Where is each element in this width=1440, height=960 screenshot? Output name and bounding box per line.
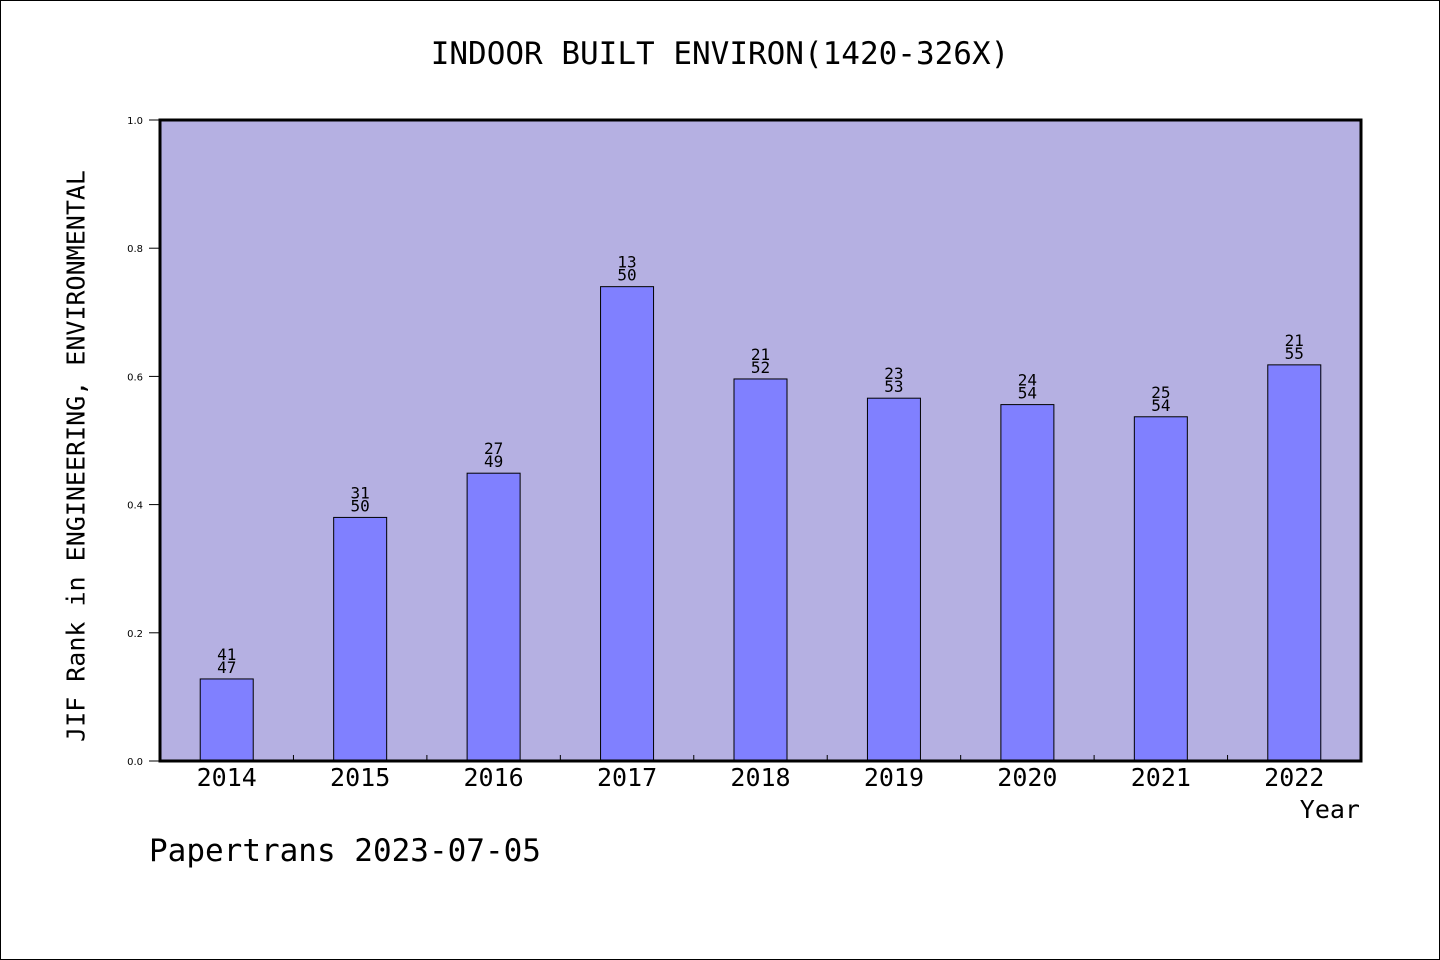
x-tick-label-2016: 2016 [464,763,524,792]
y-tick-label-0.6: 0.6 [127,372,143,383]
bar-2020 [1000,404,1055,762]
bar-2014 [199,678,254,762]
bar-2019 [866,397,921,762]
x-tick-label-2019: 2019 [864,763,924,792]
bar-label-2019-2: 53 [884,377,903,396]
x-axis-label: Year [1299,795,1360,824]
bar-2018 [733,378,788,762]
y-tick-label-0.8: 0.8 [127,244,143,255]
y-tick-label-0.0: 0.0 [127,757,143,768]
x-tick-label-2015: 2015 [330,763,390,792]
bar-label-2021-1: 25 [1151,383,1170,402]
bar-label-2018-1: 21 [751,345,770,364]
bar-label-2016-1: 27 [484,439,503,458]
plot-border [158,118,1363,763]
bar-label-2015-1: 31 [351,483,370,502]
bar-2016 [466,472,521,762]
bar-label-2016-2: 49 [484,452,503,471]
footer-credit: Papertrans 2023-07-05 [149,833,541,869]
chart-title: INDOOR BUILT ENVIRON(1420-326X) [430,36,1010,72]
bar-2021 [1133,416,1188,762]
y-tick-label-0.2: 0.2 [127,629,143,640]
bar-label-2014-1: 41 [217,645,236,664]
bar-label-2022-1: 21 [1285,331,1304,350]
y-tick-label-1.0: 1.0 [127,116,143,127]
bar-label-2021-2: 54 [1151,396,1170,415]
bar-label-2017-2: 50 [617,266,636,285]
bar-label-2018-2: 52 [751,358,770,377]
bar-label-2017-1: 13 [617,253,636,272]
bar-label-2020-2: 54 [1018,384,1037,403]
x-tick-label-2014: 2014 [197,763,257,792]
bar-label-2019-1: 23 [884,364,903,383]
bar-label-2020-1: 24 [1018,371,1037,390]
bar-label-2014-2: 47 [217,658,236,677]
x-tick-label-2021: 2021 [1131,763,1191,792]
y-tick-label-0.4: 0.4 [127,501,143,512]
bar-label-2022-2: 55 [1285,344,1304,363]
x-tick-label-2022: 2022 [1264,763,1324,792]
bar-2017 [600,286,655,762]
x-tick-label-2018: 2018 [730,763,790,792]
bar-2015 [333,516,388,762]
x-tick-label-2020: 2020 [997,763,1057,792]
bar-2022 [1267,364,1322,762]
bar-label-2015-2: 50 [351,496,370,515]
x-tick-label-2017: 2017 [597,763,657,792]
